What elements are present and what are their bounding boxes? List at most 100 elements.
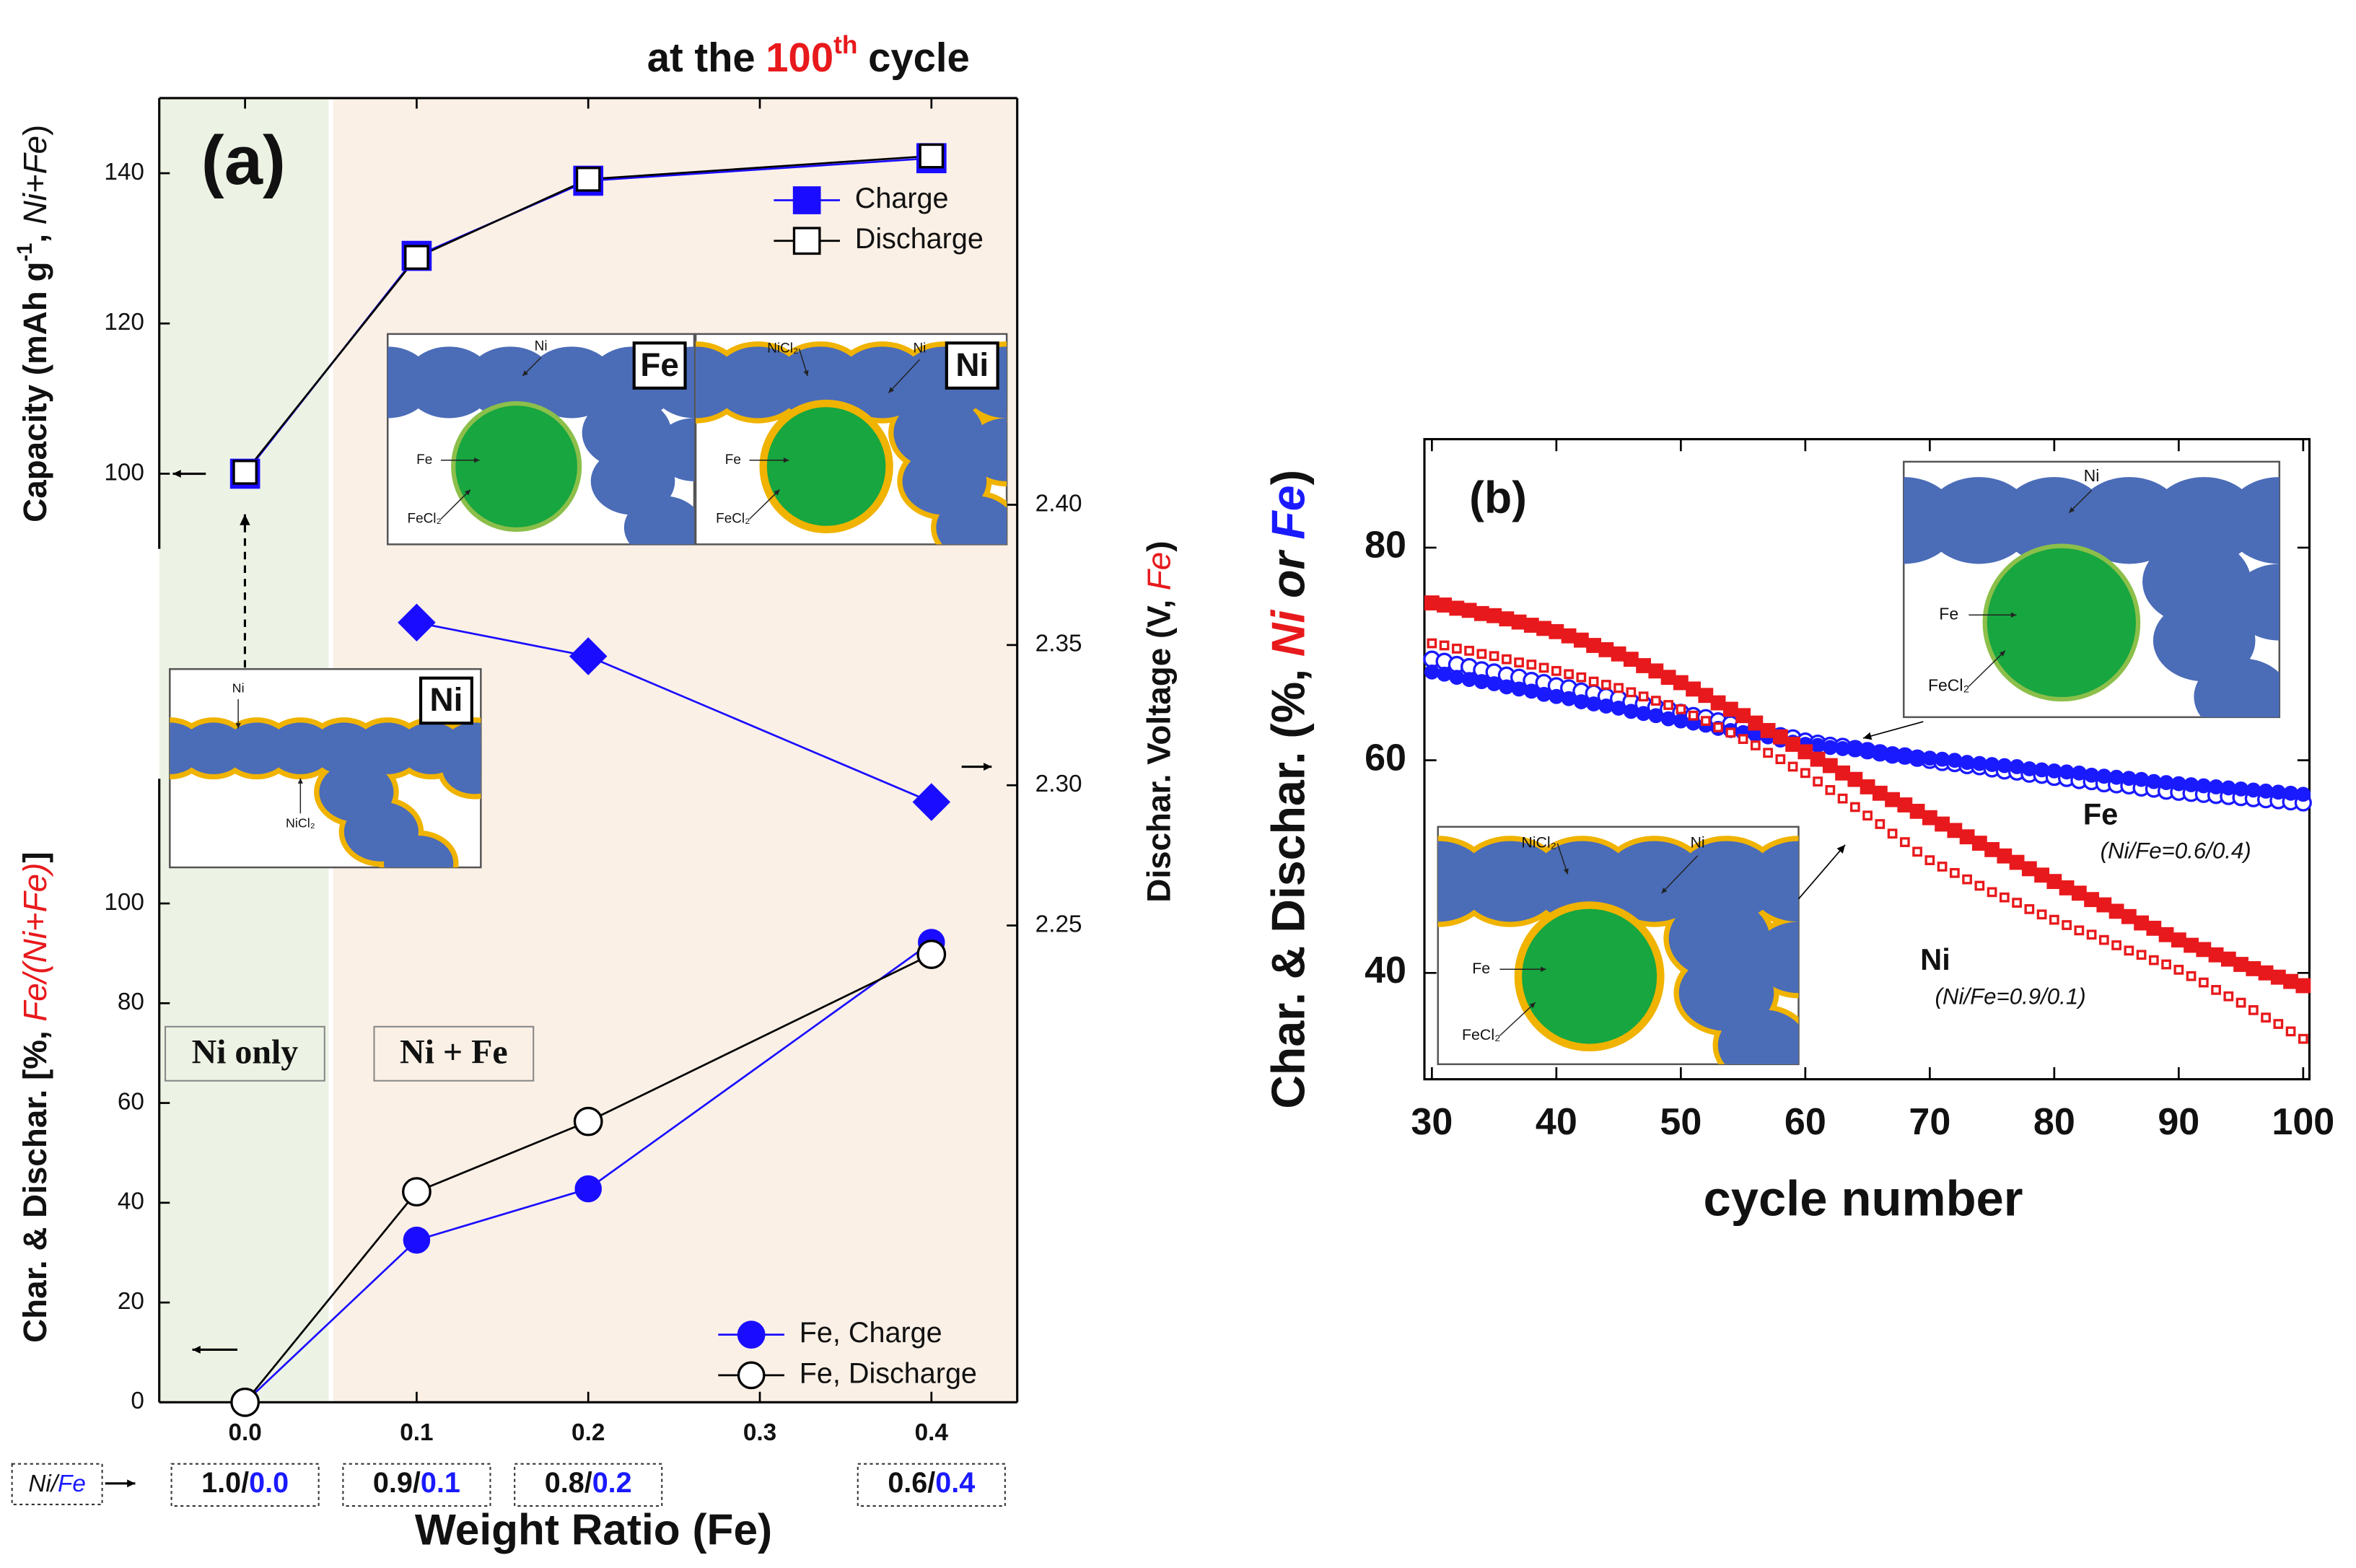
fe-particle [1514,901,1665,1052]
marker-square [2273,1019,2284,1029]
marker-circle [1511,681,1527,697]
marker-circle [1847,742,1863,758]
arrow-line [1968,650,2006,687]
y-axis-label: Char. & Dischar. [%, Fe/(Ni+Fe)] [17,851,53,1343]
marker-circle [2196,778,2212,794]
marker-circle [1549,688,1564,704]
y-axis-label-part: Ni+Fe [17,136,53,224]
marker-square [2161,959,2171,970]
y-tick-label: 60 [118,1088,144,1115]
arrow-head [235,723,241,729]
arrow-head [803,369,809,377]
marker-circle [1561,691,1577,706]
marker-circle [1673,713,1689,729]
marker-square [1686,681,1701,697]
marker-circle [1536,686,1552,702]
ratio-label: 0.9/0.1 [373,1467,460,1499]
blob [837,346,927,419]
legend-symbol [792,186,821,214]
arrow-head [522,370,528,377]
ratio-label-part: 0.1 [421,1467,460,1499]
marker-square [1576,672,1587,683]
marker-square [1899,837,1910,847]
marker-circle [1935,751,1950,767]
annotation: Fe [2083,797,2119,831]
blob [967,418,1007,481]
x-tick-label: 0.1 [400,1419,433,1446]
marker-square [2086,929,2097,940]
marker-square [1700,716,1711,726]
x-axis-label: Weight Ratio (Fe) [415,1505,772,1554]
blob [1748,841,1799,922]
marker-square [2134,915,2149,931]
ratio-header-box [11,1463,103,1505]
marker-square [1862,810,1873,821]
ratio-header-part: Fe [58,1471,86,1497]
marker-square [2298,1033,2308,1044]
blob [775,346,865,419]
arrow-head [1541,966,1546,972]
blob [1603,841,1705,922]
marker-square [1473,605,1489,621]
y-tick-label: 40 [118,1188,144,1215]
marker-square [2074,925,2085,936]
blob [1753,921,1799,994]
x-tick-label: 0.0 [228,1419,261,1446]
marker-circle [2034,762,2049,778]
marker-square [1698,688,1714,704]
y-axis-label-part: -1 [14,243,37,262]
y2-tick-label: 2.25 [1035,911,1082,937]
ratio-label-part: 0.9/ [373,1467,421,1499]
y-axis-label: Char. & Dischar. (%, Ni or Fe) [1263,470,1315,1109]
marker-circle [402,1177,432,1207]
marker-square [2173,965,2184,975]
arrow-head [888,387,895,393]
marker-square [2211,985,2221,995]
marker-square [1660,670,1676,686]
blob [2225,477,2280,564]
series-line [244,941,932,1403]
marker-circle [1947,753,1963,768]
marker-square [1962,874,1972,885]
inset-label: FeCl₂ [408,511,442,526]
chart-title-part: at the [647,35,756,80]
marker-circle [1860,743,1875,758]
region-label: Ni + Fe [400,1033,508,1071]
inset-tag-box [419,676,473,725]
marker-square [1835,765,1850,781]
inset-label: Fe [725,452,741,468]
blob [384,836,454,868]
blob [1531,841,1633,922]
blob [442,742,481,794]
arrow-head [172,470,181,478]
marker-square [1501,654,1512,665]
marker-circle [1660,711,1676,727]
inset-label: Ni [2084,466,2100,485]
marker-square [1688,710,1699,721]
marker-square [1549,623,1564,639]
marker-circle [2220,780,2236,796]
y-tick-label: 60 [1365,737,1406,779]
marker-square [1526,660,1537,670]
marker-square [1849,802,1860,813]
blob [2194,658,2280,717]
marker-square [575,167,601,192]
x-tick-label: 0.3 [743,1419,776,1446]
marker-circle [1885,746,1900,762]
inset-label: Ni [535,338,548,354]
marker-square [2184,937,2199,953]
marker-square [2111,940,2121,950]
marker-square [2034,867,2049,883]
inset-tag: Ni [430,681,463,718]
arrow-line [888,359,920,393]
arrow-line [1556,843,1569,875]
inset-label: Ni [232,680,245,695]
marker-circle [574,1175,602,1203]
marker-circle [1573,694,1589,709]
ratio-box [342,1463,491,1507]
marker-square [1623,652,1639,667]
y2-axis-label-part: ) [1141,540,1178,551]
y-axis-label-part: Ni [1263,609,1315,657]
arrow-head [192,1346,201,1354]
marker-square [1451,644,1462,654]
